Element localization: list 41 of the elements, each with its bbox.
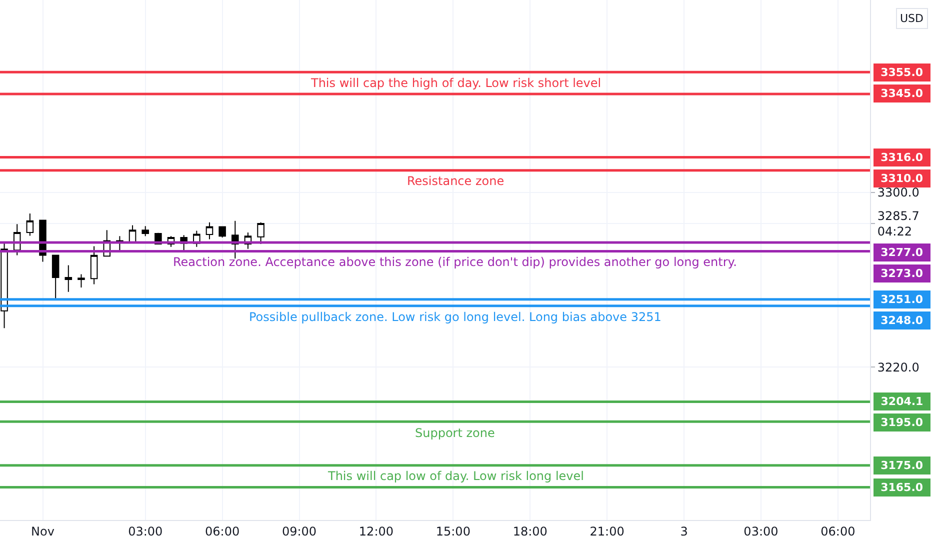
ref-line-label: 3204.1: [880, 395, 924, 408]
x-tick-label: 3: [680, 524, 688, 538]
ref-line-label: 3355.0: [880, 66, 924, 79]
x-tick-label: 03:00: [744, 524, 778, 538]
candlestick: [26, 212, 34, 236]
annotation: Possible pullback zone. Low risk go long level. Long bias above 3251: [249, 310, 662, 324]
annotation: This will cap low of day. Low risk long level: [327, 469, 584, 483]
ref-line-label: 3195.0: [880, 416, 924, 429]
x-tick-label: 06:00: [820, 524, 856, 538]
candlestick: [64, 264, 72, 292]
x-tick-label: 06:00: [205, 524, 240, 538]
candlestick: [90, 246, 98, 285]
candlestick: [206, 222, 214, 240]
y-tick-label: 3300.0: [877, 185, 920, 200]
ref-line-label: 3277.0: [880, 246, 924, 259]
ref-line-label: 3165.0: [880, 481, 924, 494]
x-tick-label: 03:00: [128, 524, 163, 538]
candlestick: [218, 226, 226, 238]
x-tick-label: 21:00: [590, 524, 624, 538]
x-tick-label: 18:00: [512, 524, 548, 538]
candlestick: [78, 274, 85, 288]
ref-line-label: 3248.0: [880, 314, 924, 327]
annotation: This will cap the high of day. Low risk short level: [310, 76, 602, 90]
candlestick: [52, 254, 60, 299]
ref-line-label: 3316.0: [880, 151, 924, 164]
ref-line-label: 3175.0: [880, 459, 924, 472]
y-tick-label: 3285.7 04:22: [877, 208, 920, 239]
annotation: Reaction zone. Acceptance above this zone (if price don't dip) provides another go long entry.: [173, 255, 737, 269]
x-tick-label: 15:00: [436, 524, 470, 538]
annotation: Support zone: [415, 426, 495, 440]
candlestick: [142, 226, 149, 237]
text: USD: [900, 12, 924, 25]
x-tick-label: 09:00: [282, 524, 317, 538]
ref-line-label: 3273.0: [880, 267, 924, 280]
ref-line-label: 3251.0: [880, 293, 924, 306]
ref-line-label: 3310.0: [880, 172, 924, 185]
ref-line-label: 3345.0: [880, 87, 924, 100]
x-tick-label: Nov: [31, 524, 54, 538]
annotation: Resistance zone: [407, 174, 504, 188]
y-tick-label: 3220.0: [877, 360, 920, 374]
x-tick-label: 12:00: [358, 524, 394, 538]
